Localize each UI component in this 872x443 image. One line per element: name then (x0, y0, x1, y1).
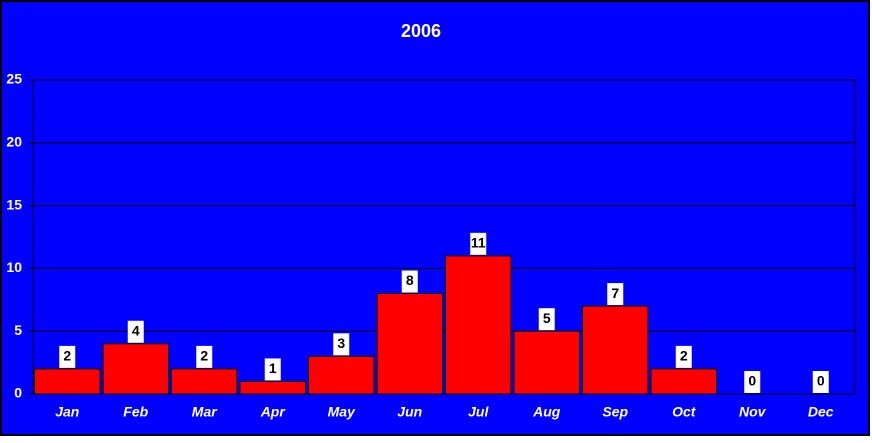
x-tick-label: Apr (260, 404, 287, 420)
x-tick-label: Jun (397, 404, 422, 420)
data-label-box (59, 345, 76, 368)
bar (582, 305, 649, 395)
data-label-box (196, 345, 213, 368)
data-label-box (675, 345, 692, 368)
data-label: 7 (611, 285, 619, 301)
data-label: 2 (680, 348, 688, 364)
data-label: 3 (337, 335, 345, 351)
bar (513, 330, 580, 395)
bar (445, 255, 512, 395)
data-label: 4 (132, 322, 140, 338)
y-tick-label: 15 (6, 196, 22, 212)
x-tick-label: Oct (672, 404, 697, 420)
y-tick-label: 0 (14, 385, 22, 401)
data-label-box (127, 320, 144, 343)
bar (308, 355, 375, 395)
x-tick-label: Jan (55, 404, 79, 420)
data-label: 0 (817, 373, 825, 389)
data-label: 2 (200, 348, 208, 364)
bar (376, 293, 443, 395)
data-label-box (470, 232, 487, 255)
x-tick-label: Dec (808, 404, 834, 420)
data-label-box (264, 358, 281, 381)
data-label: 8 (406, 272, 414, 288)
chart-title: 2006 (401, 21, 441, 41)
x-tick-label: May (328, 404, 356, 420)
bar (171, 368, 238, 395)
x-tick-label: Mar (192, 404, 218, 420)
bar (239, 380, 306, 395)
x-tick-label: Aug (532, 404, 561, 420)
data-label-box (401, 270, 418, 293)
data-label: 2 (63, 348, 71, 364)
y-tick-label: 20 (6, 134, 22, 150)
data-label-box (744, 371, 761, 393)
bar (34, 368, 101, 395)
data-label-box (607, 283, 624, 306)
data-label: 0 (748, 373, 756, 389)
bar (102, 343, 169, 395)
data-label: 1 (269, 360, 277, 376)
bar (650, 368, 717, 395)
x-tick-label: Sep (602, 404, 628, 420)
data-label: 11 (471, 235, 486, 251)
data-label: 5 (543, 310, 551, 326)
y-tick-label: 5 (14, 322, 22, 338)
y-tick-label: 10 (6, 259, 22, 275)
x-tick-label: Feb (123, 404, 148, 420)
y-tick-label: 25 (6, 71, 22, 87)
data-label-box (538, 308, 555, 331)
data-label-box (333, 333, 350, 356)
x-tick-label: Jul (468, 404, 489, 420)
data-label-box (812, 371, 829, 393)
x-tick-label: Nov (739, 404, 767, 420)
